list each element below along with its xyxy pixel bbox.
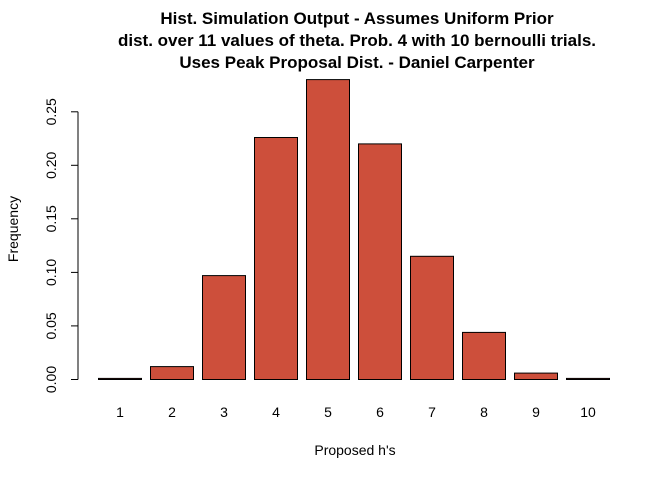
x-tick-label: 7 xyxy=(428,404,436,420)
chart-title-line-1: Hist. Simulation Output - Assumes Unifor… xyxy=(160,9,554,28)
x-tick-label: 1 xyxy=(116,404,124,420)
bar-3 xyxy=(202,275,246,381)
y-tick-label: 0.10 xyxy=(43,259,59,286)
bar-4 xyxy=(254,137,298,380)
bar-2 xyxy=(150,366,194,381)
chart-title-line-3: Uses Peak Proposal Dist. - Daniel Carpen… xyxy=(179,53,535,72)
x-tick-label: 8 xyxy=(480,404,488,420)
bar-5 xyxy=(306,79,350,380)
x-tick-label: 2 xyxy=(168,404,176,420)
y-axis: 0.00 0.05 0.10 0.15 0.20 0.25 xyxy=(43,98,79,393)
x-tick-label: 4 xyxy=(272,404,280,420)
bar-7 xyxy=(410,255,454,380)
y-tick-label: 0.25 xyxy=(43,98,59,125)
x-tick-label: 10 xyxy=(580,404,596,420)
x-tick-label: 3 xyxy=(220,404,228,420)
y-axis-label: Frequency xyxy=(5,196,21,262)
x-tick-label: 9 xyxy=(532,404,540,420)
bar-10 xyxy=(566,377,610,380)
x-axis-label: Proposed h's xyxy=(314,442,395,458)
x-tick-label: 5 xyxy=(324,404,332,420)
y-tick-label: 0.20 xyxy=(43,151,59,178)
y-tick-label: 0.00 xyxy=(43,366,59,393)
x-tick-label: 6 xyxy=(376,404,384,420)
bar-9 xyxy=(514,372,558,381)
bar-6 xyxy=(358,143,402,380)
x-axis-labels: 1 2 3 4 5 6 7 8 9 10 xyxy=(116,404,596,420)
y-tick-label: 0.15 xyxy=(43,205,59,232)
bar-1 xyxy=(98,377,142,380)
bars-group xyxy=(98,79,610,381)
chart-title-line-2: dist. over 11 values of theta. Prob. 4 w… xyxy=(118,31,596,50)
bar-8 xyxy=(462,331,506,380)
y-tick-label: 0.05 xyxy=(43,312,59,339)
chart-title: Hist. Simulation Output - Assumes Unifor… xyxy=(118,9,596,72)
